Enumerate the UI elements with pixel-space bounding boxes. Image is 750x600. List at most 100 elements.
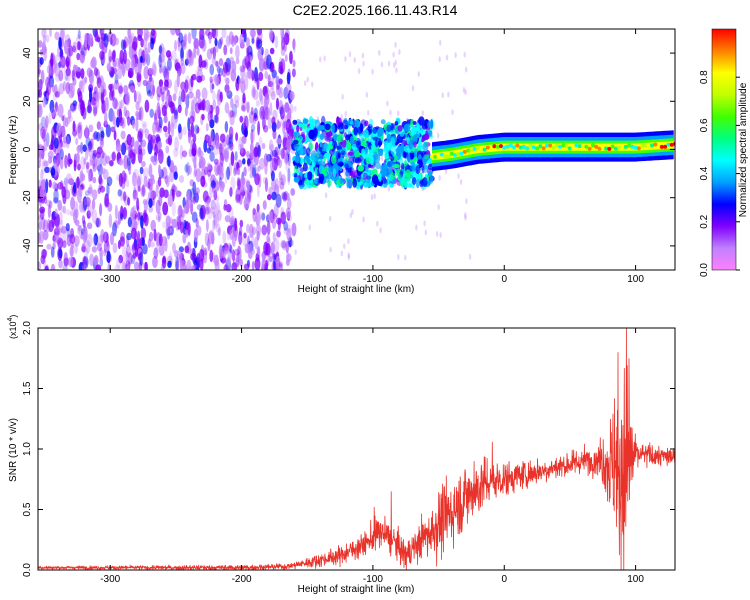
noise-blob	[282, 192, 288, 202]
noise-blob	[134, 247, 139, 257]
noise-blob	[84, 124, 89, 140]
noise-blob	[251, 84, 256, 96]
noise-blob	[256, 246, 260, 256]
noise-blob	[291, 239, 294, 246]
noise-blob	[53, 227, 60, 236]
noise-blob	[424, 229, 428, 236]
y-tick-label: -40	[22, 238, 33, 253]
noise-blob	[129, 34, 133, 42]
noise-blob	[229, 114, 235, 126]
transition-blob	[412, 166, 416, 172]
noise-blob	[210, 129, 214, 143]
noise-blob	[200, 168, 206, 181]
noise-blob	[195, 168, 202, 183]
transition-blob	[292, 119, 298, 125]
transition-blob	[414, 133, 420, 139]
noise-blob	[109, 70, 114, 79]
transition-blob	[307, 171, 313, 181]
noise-blob	[137, 66, 142, 75]
noise-blob	[191, 99, 195, 113]
noise-blob	[191, 29, 197, 40]
noise-blob	[54, 63, 61, 77]
noise-blob	[82, 196, 88, 211]
noise-blob	[239, 143, 244, 154]
noise-blob	[165, 145, 170, 154]
noise-blob	[256, 39, 263, 49]
noise-blob	[75, 137, 79, 146]
noise-blob	[138, 144, 143, 155]
noise-blob	[199, 207, 204, 220]
y-tick-label: 0.0	[22, 563, 33, 577]
transition-blob	[310, 166, 314, 171]
noise-blob	[126, 265, 129, 270]
noise-blob	[234, 227, 238, 242]
noise-blob	[40, 168, 44, 183]
noise-blob	[235, 187, 241, 202]
noise-blob	[191, 264, 195, 270]
noise-blob	[218, 38, 222, 50]
noise-blob	[256, 203, 260, 213]
snr-ylabel: SNR (10 * v/v)	[8, 418, 19, 482]
noise-blob	[266, 54, 272, 70]
signal-dot	[453, 153, 458, 158]
transition-blob	[410, 170, 417, 177]
noise-blob	[101, 150, 105, 159]
noise-blob	[229, 186, 233, 198]
noise-blob	[103, 198, 110, 208]
transition-blob	[411, 177, 417, 185]
noise-blob	[192, 47, 197, 59]
noise-blob	[101, 167, 106, 175]
noise-blob	[373, 193, 376, 200]
transition-blob	[400, 180, 407, 189]
signal-dot	[475, 146, 480, 151]
noise-blob	[191, 147, 197, 157]
noise-blob	[145, 30, 151, 38]
snr-series-group	[38, 328, 675, 570]
noise-blob	[189, 53, 194, 64]
noise-blob	[184, 79, 189, 93]
noise-blob	[88, 124, 94, 133]
noise-blob	[386, 100, 389, 107]
signal-dot	[505, 144, 510, 149]
transition-blob	[379, 165, 387, 171]
noise-blob	[52, 181, 57, 190]
noise-blob	[87, 169, 91, 183]
noise-blob	[238, 136, 244, 149]
noise-blob	[205, 219, 209, 232]
noise-blob	[268, 29, 274, 41]
noise-blob	[212, 99, 217, 110]
y-tick-label: 2.0	[22, 321, 33, 335]
noise-blob	[109, 232, 115, 246]
noise-blob	[102, 42, 108, 55]
y-tick-label: -20	[22, 190, 33, 205]
noise-blob	[80, 183, 86, 191]
y-tick-label: 40	[22, 47, 33, 59]
signal-dot	[495, 144, 500, 149]
noise-blob	[245, 150, 250, 158]
noise-blob	[241, 104, 246, 112]
noise-blob	[79, 200, 85, 213]
noise-blob	[44, 265, 49, 270]
noise-blob	[268, 87, 275, 97]
noise-blob	[125, 251, 129, 265]
noise-blob	[278, 177, 284, 186]
signal-dot	[577, 144, 582, 149]
noise-blob	[187, 129, 191, 144]
noise-blob	[207, 206, 211, 215]
noise-blob	[370, 194, 374, 201]
noise-blob	[41, 248, 47, 259]
noise-blob	[238, 78, 242, 85]
transition-blob	[413, 141, 417, 148]
noise-blob	[85, 163, 89, 174]
noise-blob	[142, 198, 148, 206]
transition-blob	[386, 124, 392, 132]
noise-blob	[112, 97, 118, 110]
noise-blob	[51, 213, 56, 228]
noise-blob	[96, 165, 101, 172]
noise-blob	[215, 76, 220, 87]
noise-blob	[398, 49, 401, 56]
signal-dot	[551, 145, 556, 150]
noise-blob	[274, 35, 279, 49]
noise-blob	[252, 89, 259, 101]
noise-blob	[46, 64, 52, 75]
